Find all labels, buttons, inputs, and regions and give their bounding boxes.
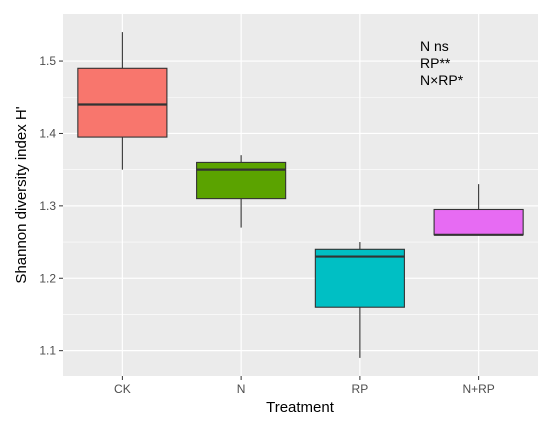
boxes	[77, 32, 524, 358]
box-ck	[77, 32, 168, 170]
x-tick-label: RP	[352, 382, 369, 396]
y-tick-label: 1.3	[39, 199, 56, 213]
box-body	[433, 208, 524, 236]
axis-ticks: 1.1 1.2 1.3 1.4 1.5 CK N RP N+RP	[39, 54, 494, 396]
stat-annotation: N×RP*	[420, 72, 464, 88]
box-n-rp	[433, 184, 524, 236]
box-n	[196, 155, 287, 228]
y-tick-label: 1.4	[39, 126, 56, 140]
box-rp	[314, 242, 405, 358]
y-tick-label: 1.2	[39, 271, 56, 285]
y-tick-label: 1.5	[39, 54, 56, 68]
stat-annotation: RP**	[420, 55, 451, 71]
x-tick-label: N+RP	[462, 382, 494, 396]
box-body	[314, 248, 405, 308]
box-body	[77, 67, 168, 138]
box-body	[196, 161, 287, 200]
y-axis-title: Shannon diversity index H'	[13, 106, 30, 283]
x-tick-label: CK	[114, 382, 131, 396]
y-tick-label: 1.1	[39, 344, 56, 358]
stat-annotation: N ns	[420, 38, 449, 54]
x-axis-title: Treatment	[266, 399, 335, 416]
x-tick-label: N	[237, 382, 246, 396]
